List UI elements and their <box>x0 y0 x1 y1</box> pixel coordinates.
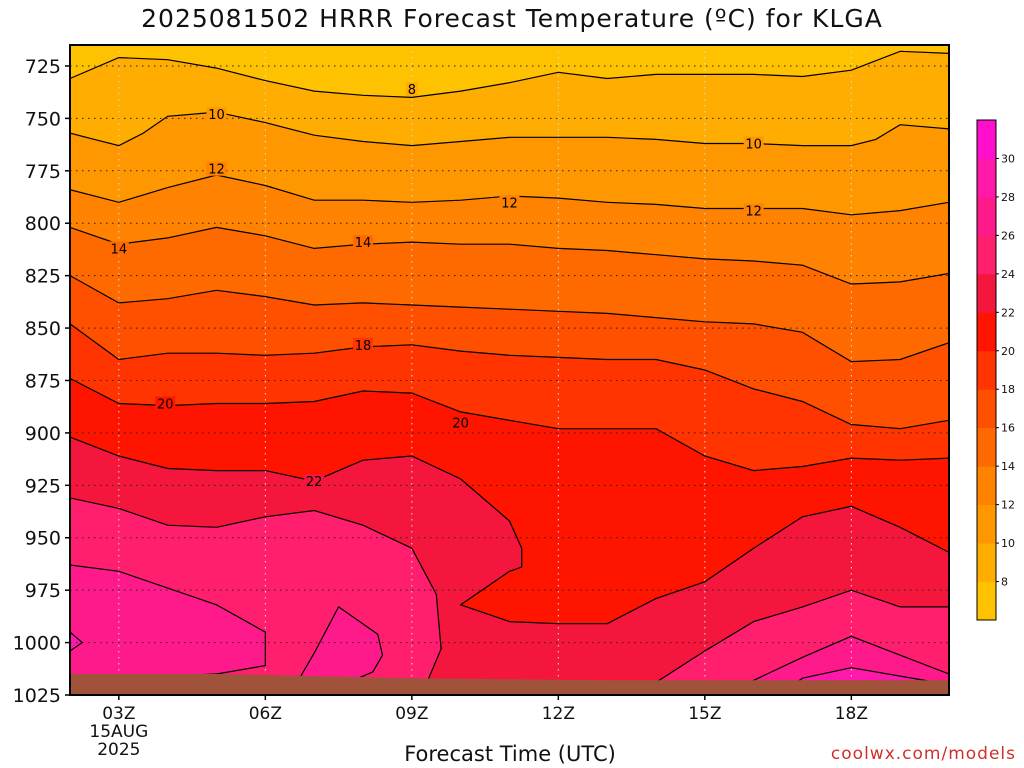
contour-label-bg <box>405 82 418 97</box>
contour-label: 18 <box>355 339 372 354</box>
colorbar-label: 26 <box>1001 229 1015 242</box>
isotherm-22 <box>70 436 949 625</box>
contour-label-bg <box>353 235 373 250</box>
contour-label-bg <box>743 136 764 151</box>
x-tick-label: 09Z <box>395 704 428 724</box>
contour-label-bg <box>108 241 129 256</box>
isotherm-10 <box>70 111 949 147</box>
colorbar-swatch <box>977 427 996 467</box>
colorbar-label: 12 <box>1001 499 1015 512</box>
colorbar-frame <box>976 119 997 621</box>
band-26-left <box>70 565 266 683</box>
colorbar-label: 30 <box>1001 152 1015 165</box>
contour-label-layer: 8 10 10 12 12 12 14 14 18 20 20 22 <box>108 82 764 490</box>
y-tick-label: 1025 <box>13 685 61 707</box>
y-tick-label: 1000 <box>13 633 61 655</box>
colorbar-swatch <box>977 312 996 352</box>
contour-label-bg <box>304 474 325 489</box>
colorbar: 8 10 12 14 16 18 20 22 24 26 28 30 <box>976 119 1015 621</box>
contour-label: 12 <box>501 196 518 211</box>
isotherm-18 <box>70 323 949 430</box>
contour-label: 10 <box>208 108 225 123</box>
isotherm-8 <box>70 50 949 99</box>
colorbar-label: 28 <box>1001 191 1015 204</box>
colorbar-swatch <box>977 120 996 159</box>
y-tick-label: 750 <box>25 108 61 130</box>
colorbar-label: 24 <box>1001 268 1015 281</box>
isotherm-16 <box>70 275 949 363</box>
x-tick-label: 06Z <box>249 704 282 724</box>
plot-frame <box>69 44 950 696</box>
contour-label-bg <box>499 195 520 210</box>
colorbar-swatch <box>977 504 996 544</box>
colorbar-swatch <box>977 389 996 429</box>
y-tick-label: 825 <box>25 266 61 288</box>
colorbar-swatch <box>977 273 996 313</box>
isotherm-24 <box>70 497 442 695</box>
x-tick-label: 12Z <box>542 704 575 724</box>
contour-label: 10 <box>745 138 762 153</box>
contour-label: 14 <box>355 236 372 251</box>
band-28-left <box>70 632 83 651</box>
y-tick-label: 800 <box>25 213 61 235</box>
colorbar-swatch <box>977 466 996 506</box>
source-credit: coolwx.com/models <box>830 744 1016 764</box>
colorbar-swatch <box>977 350 996 390</box>
contour-label-bg <box>743 203 764 218</box>
contour-label-bg <box>206 107 227 122</box>
y-tick-label: 900 <box>25 423 61 445</box>
contour-label-bg <box>450 415 471 430</box>
y-tick-label: 775 <box>25 161 61 183</box>
x-axis-title: Forecast Time (UTC) <box>404 742 616 766</box>
colorbar-swatch <box>977 581 996 621</box>
colorbar-swatch <box>977 196 996 236</box>
contour-label: 14 <box>111 242 128 257</box>
colorbar-swatch <box>977 543 996 583</box>
contour-label: 8 <box>408 83 416 98</box>
colorbar-swatch <box>977 235 996 275</box>
contour-label: 22 <box>306 475 323 490</box>
ground-layer <box>70 674 949 695</box>
y-axis: 725 750 775 800 825 850 875 900 925 950 975 1000 102… <box>13 56 70 707</box>
contour-label-bg <box>206 161 227 176</box>
y-tick-label: 925 <box>25 475 61 497</box>
x-tick-sublabel: 2025 <box>97 740 140 760</box>
band-26-mid <box>289 606 383 695</box>
colorbar-label: 18 <box>1001 383 1015 396</box>
contour-label: 20 <box>452 416 469 431</box>
y-tick-label: 850 <box>25 318 61 340</box>
contour-label: 20 <box>157 398 174 413</box>
isotherm-14 <box>70 226 949 285</box>
grid-layer <box>70 45 949 695</box>
contour-label-bg <box>353 337 373 352</box>
temperature-fill-layer <box>70 45 949 695</box>
colorbar-label: 22 <box>1001 306 1015 319</box>
y-tick-label: 725 <box>25 56 61 78</box>
colorbar-label: 10 <box>1001 537 1015 550</box>
colorbar-label: 14 <box>1001 460 1015 473</box>
isotherm-20 <box>70 377 949 472</box>
y-tick-label: 975 <box>25 580 61 602</box>
isotherm-24 <box>631 589 949 695</box>
x-tick-label: 18Z <box>835 704 868 724</box>
colorbar-label: 20 <box>1001 345 1015 358</box>
y-tick-label: 875 <box>25 370 61 392</box>
isotherm-28 <box>70 631 84 652</box>
colorbar-label: 16 <box>1001 422 1015 435</box>
x-tick-label: 15Z <box>688 704 721 724</box>
x-tick-sublabel: 15AUG <box>89 722 148 742</box>
colorbar-label: 8 <box>1001 576 1008 589</box>
y-tick-label: 950 <box>25 528 61 550</box>
x-tick-label: 03Z <box>102 704 135 724</box>
colorbar-swatch <box>977 158 996 198</box>
ground-surface <box>70 674 949 695</box>
chart-title: 2025081502 HRRR Forecast Temperature (ºC… <box>141 4 883 33</box>
contour-label: 12 <box>745 205 762 220</box>
contour-label-bg <box>155 396 176 411</box>
contour-label: 12 <box>208 163 225 178</box>
